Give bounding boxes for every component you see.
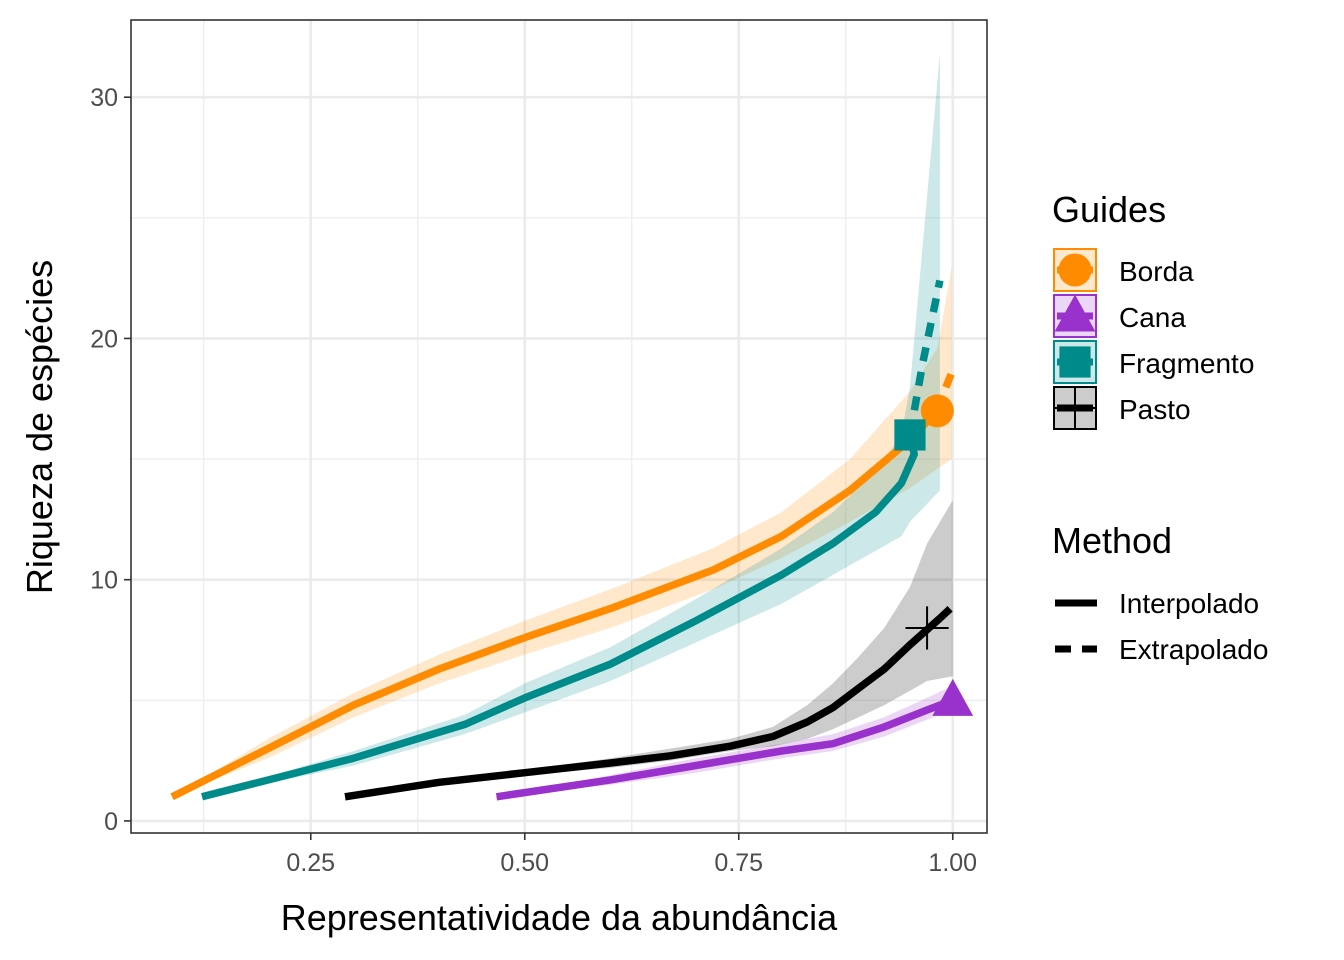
axes: 0.25 0.50 0.75 1.00 0 10 20 30 [90,84,977,877]
series-lines [170,279,957,801]
line-extrapolated-pasto [937,603,956,622]
legend-label-pasto: Pasto [1119,394,1191,425]
legend-key-marker-borda [1058,253,1092,287]
legend-method-title: Method [1052,520,1172,561]
line-extrapolated-fragmento [906,279,944,436]
legend-guides-title: Guides [1052,189,1166,230]
legend-label-fragmento: Fragmento [1119,348,1254,379]
y-tick-label: 30 [90,84,118,112]
legend-key-marker-cana [1054,294,1096,332]
observed-marker-fragmento [894,419,926,451]
line-interpolated-pasto [344,615,943,801]
legend-key-marker-pasto [1053,386,1097,430]
x-axis-title: Representatividade da abundância [281,897,838,938]
line-interpolated-borda [170,408,941,801]
x-tick-label: 1.00 [928,849,977,877]
line-interpolated-fragmento [201,434,918,801]
y-axis-title: Riqueza de espécies [19,260,60,594]
legend-key-marker-fragmento [1059,346,1091,378]
observed-marker-borda [920,394,954,428]
legend-method-keys: Interpolado Extrapolado [1055,588,1268,665]
observed-marker-pasto [905,606,949,650]
x-tick-label: 0.50 [500,849,549,877]
legend-label-extrapolated: Extrapolado [1119,634,1268,665]
grid-lines [131,20,987,833]
plot-panel-border [130,19,988,834]
observed-markers [894,394,974,716]
legend-label-interpolated: Interpolado [1119,588,1259,619]
y-tick-label: 0 [104,808,118,836]
band-fragmento [202,53,940,797]
legend: Guides Borda Cana Fragmento Pasto Method In… [1052,189,1268,665]
x-tick-label: 0.75 [714,849,763,877]
legend-label-borda: Borda [1119,256,1194,287]
legend-label-cana: Cana [1119,302,1186,333]
observed-marker-cana [932,678,974,716]
legend-guides-keys: Borda Cana Fragmento Pasto [1053,248,1254,430]
y-tick-label: 20 [90,325,118,353]
line-interpolated-cana [495,696,955,801]
band-cana [496,685,953,797]
x-tick-label: 0.25 [286,849,335,877]
band-borda [172,266,952,797]
y-tick-label: 10 [90,567,118,595]
